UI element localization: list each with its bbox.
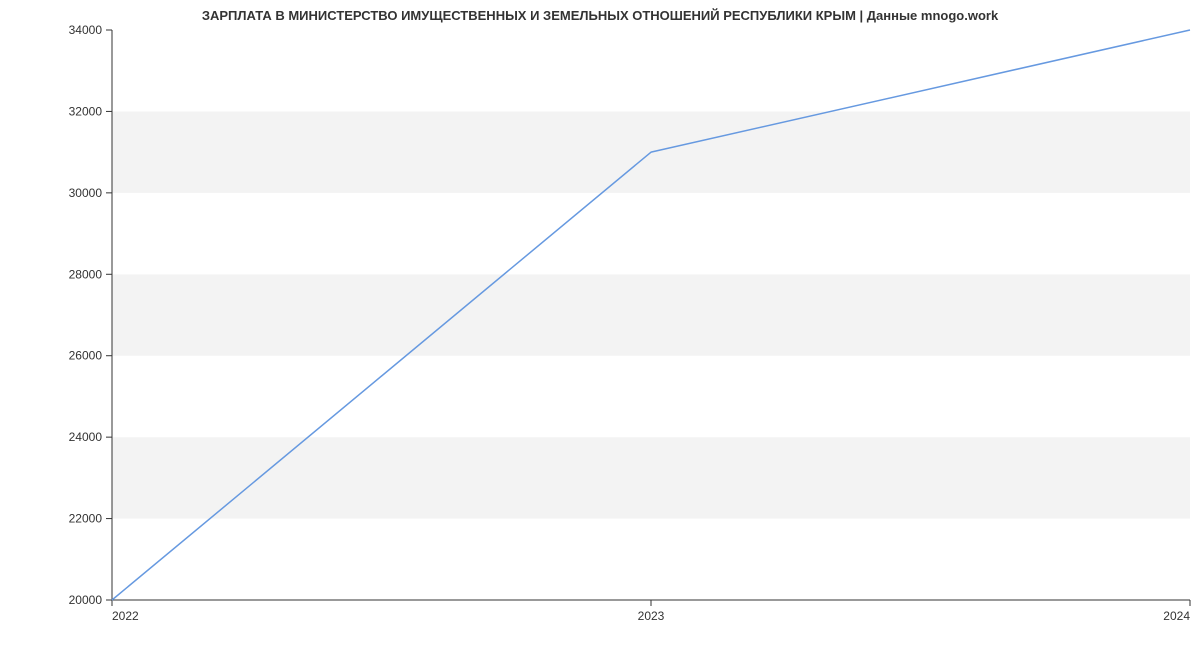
svg-text:34000: 34000: [69, 23, 103, 37]
svg-text:2022: 2022: [112, 609, 139, 623]
svg-text:22000: 22000: [69, 512, 103, 526]
svg-text:2023: 2023: [638, 609, 665, 623]
svg-text:32000: 32000: [69, 104, 103, 118]
svg-text:26000: 26000: [69, 349, 103, 363]
chart-svg: 20000 22000 24000 26000 28000 30000 32000 34000…: [0, 0, 1200, 650]
svg-text:24000: 24000: [69, 430, 103, 444]
svg-text:28000: 28000: [69, 267, 103, 281]
svg-text:2024: 2024: [1163, 609, 1190, 623]
svg-text:20000: 20000: [69, 593, 103, 607]
line-chart: ЗАРПЛАТА В МИНИСТЕРСТВО ИМУЩЕСТВЕННЫХ И …: [0, 0, 1200, 650]
svg-text:30000: 30000: [69, 186, 103, 200]
